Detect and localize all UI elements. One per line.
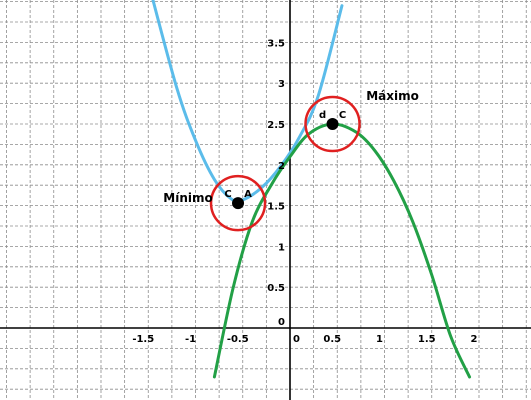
- series-line-2: [212, 122, 472, 379]
- y-tick-label: 1: [278, 242, 285, 253]
- y-tick-label: 0.5: [267, 283, 285, 294]
- tick-labels: -1.5 -1 -0.5 0 0.5 1 1.5 2 0 0.5 1 1.5 2 2.5 3 3.5: [132, 38, 477, 345]
- x-tick-label: -0.5: [227, 334, 249, 345]
- y-tick-label: 3: [278, 79, 285, 90]
- y-tick-label: 2: [278, 161, 285, 172]
- y-tick-label: 2.5: [267, 120, 285, 131]
- x-tick-label: -1: [185, 334, 196, 345]
- maximum-point-label: d: [319, 110, 326, 121]
- minimum-point: [232, 197, 245, 210]
- x-tick-label: -1.5: [132, 334, 154, 345]
- x-tick-label: 1: [376, 334, 383, 345]
- maximum-label: Máximo: [366, 89, 419, 103]
- minimum-highlight-circle: [209, 174, 267, 232]
- y-tick-label: 1.5: [267, 202, 285, 213]
- x-tick-label: 1.5: [418, 334, 436, 345]
- y-tick-label: 3.5: [267, 38, 285, 49]
- maximum-highlight-circle: [304, 95, 361, 153]
- annotations: C A Mínimo d C Máximo: [163, 89, 419, 232]
- x-tick-label: 2: [471, 334, 478, 345]
- minimum-point-label: C: [224, 189, 231, 200]
- maximum-point: [326, 118, 339, 130]
- maximum-point-label: C: [339, 110, 346, 121]
- minimum-point-label: A: [244, 189, 252, 200]
- minimum-label: Mínimo: [163, 191, 212, 205]
- x-tick-label: 0: [293, 334, 300, 345]
- y-tick-label: 0: [278, 317, 285, 328]
- x-tick-label: 0.5: [323, 334, 341, 345]
